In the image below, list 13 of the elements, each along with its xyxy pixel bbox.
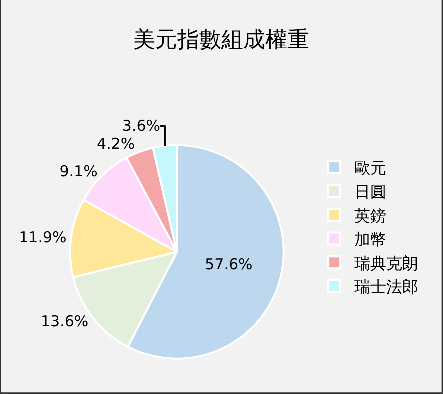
- legend-label: 歐元: [354, 158, 387, 178]
- chart-title: 美元指數組成權重: [134, 28, 310, 53]
- data-label: 57.6%: [205, 256, 253, 274]
- legend-label: 日圓: [354, 182, 387, 202]
- legend-label: 加幣: [354, 230, 387, 250]
- legend-label: 英鎊: [354, 206, 387, 226]
- data-label: 9.1%: [60, 162, 98, 180]
- data-label: 13.6%: [40, 312, 89, 331]
- legend-label: 瑞典克朗: [354, 254, 419, 273]
- legend-label: 瑞士法郎: [354, 278, 419, 297]
- data-label: 11.9%: [19, 228, 67, 247]
- data-label: 4.2%: [97, 135, 136, 154]
- data-label: 3.6%: [122, 117, 161, 136]
